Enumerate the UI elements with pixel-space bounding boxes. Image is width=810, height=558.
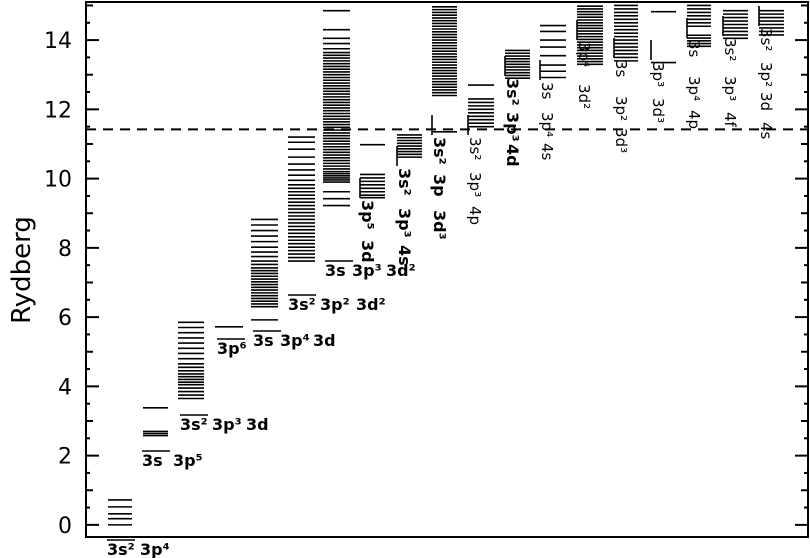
configuration-label: 3s (142, 451, 163, 470)
configuration-label: 3d³ (612, 128, 630, 153)
configuration-label: 3p³ (649, 62, 667, 87)
configuration-label: 3d² (575, 84, 593, 109)
configuration-label: 3d (313, 331, 336, 350)
configuration-label: 3p⁴ (575, 42, 593, 67)
configuration-label: 3p³ (395, 208, 414, 238)
configuration-label: 3s² (180, 415, 208, 434)
configuration-label: 3p⁵ (173, 451, 203, 470)
configuration-label: 3p² (757, 62, 775, 87)
configuration-label: 3p² (320, 295, 350, 314)
y-axis-title: Rydberg (7, 216, 37, 324)
configuration-label: 4f (721, 112, 739, 128)
energy-levels (108, 4, 784, 526)
configuration-label: 3p⁴ (280, 331, 310, 350)
configuration-label: 4s (757, 122, 775, 140)
configuration-label: 3s (325, 261, 346, 280)
y-axis-ticks: 0 2 4 6 8 10 12 14 (44, 4, 808, 539)
configuration-label: 4p (685, 110, 703, 129)
configuration-label: 3p⁴ (140, 540, 170, 558)
configuration-label: 3s² (107, 540, 135, 558)
configuration-label: 3p⁶ (217, 339, 247, 358)
configuration-label: 4p (466, 206, 484, 225)
configuration-label: 3s² (721, 38, 739, 61)
y-tick-label: 12 (44, 98, 72, 123)
configuration-label: 3p (430, 174, 449, 197)
y-tick-label: 2 (58, 445, 72, 470)
configuration-label: 3p³ (503, 112, 522, 142)
y-tick-label: 4 (58, 375, 72, 400)
configuration-label: 3d (757, 92, 775, 111)
configuration-label: 3d² (356, 295, 386, 314)
y-tick-label: 8 (58, 237, 72, 262)
configuration-label: 3p³ (212, 415, 242, 434)
configuration-label: 3d³ (430, 210, 449, 240)
configuration-label: 3s (612, 60, 630, 78)
configuration-label: 3p⁴ (685, 76, 703, 101)
configuration-label: 4d (503, 144, 522, 167)
configuration-label: 3p⁵ (358, 200, 377, 230)
y-tick-label: 10 (44, 168, 72, 193)
configuration-label: 3s (253, 331, 274, 350)
configuration-label: 3p⁴ (538, 112, 556, 137)
configuration-label: 3s² (430, 137, 449, 165)
configuration-label: 3s (538, 82, 556, 100)
configuration-label: 3d (358, 240, 377, 263)
configuration-label: 3p² (612, 96, 630, 121)
plot-frame (85, 1, 809, 538)
configuration-label: 3s² (503, 78, 522, 106)
configuration-label: 3s (685, 40, 703, 58)
configuration-label: 3s² (288, 295, 316, 314)
configuration-label: 3p³ (721, 76, 739, 101)
configuration-label: 3s² (395, 168, 414, 196)
configuration-label: 3p³ (352, 261, 382, 280)
configuration-label: 3d (246, 415, 269, 434)
configuration-label: 3d² (386, 261, 416, 280)
y-tick-label: 0 (58, 514, 72, 539)
y-tick-label: 14 (44, 29, 72, 54)
configuration-label: 3s² (757, 28, 775, 51)
configuration-label: 3d³ (649, 98, 667, 123)
y-tick-label: 6 (58, 306, 72, 331)
configuration-label: 4s (538, 143, 556, 161)
configuration-label: 3p³ (466, 172, 484, 197)
configuration-label: 4s (395, 245, 414, 266)
configuration-label: 3s² (466, 137, 484, 160)
